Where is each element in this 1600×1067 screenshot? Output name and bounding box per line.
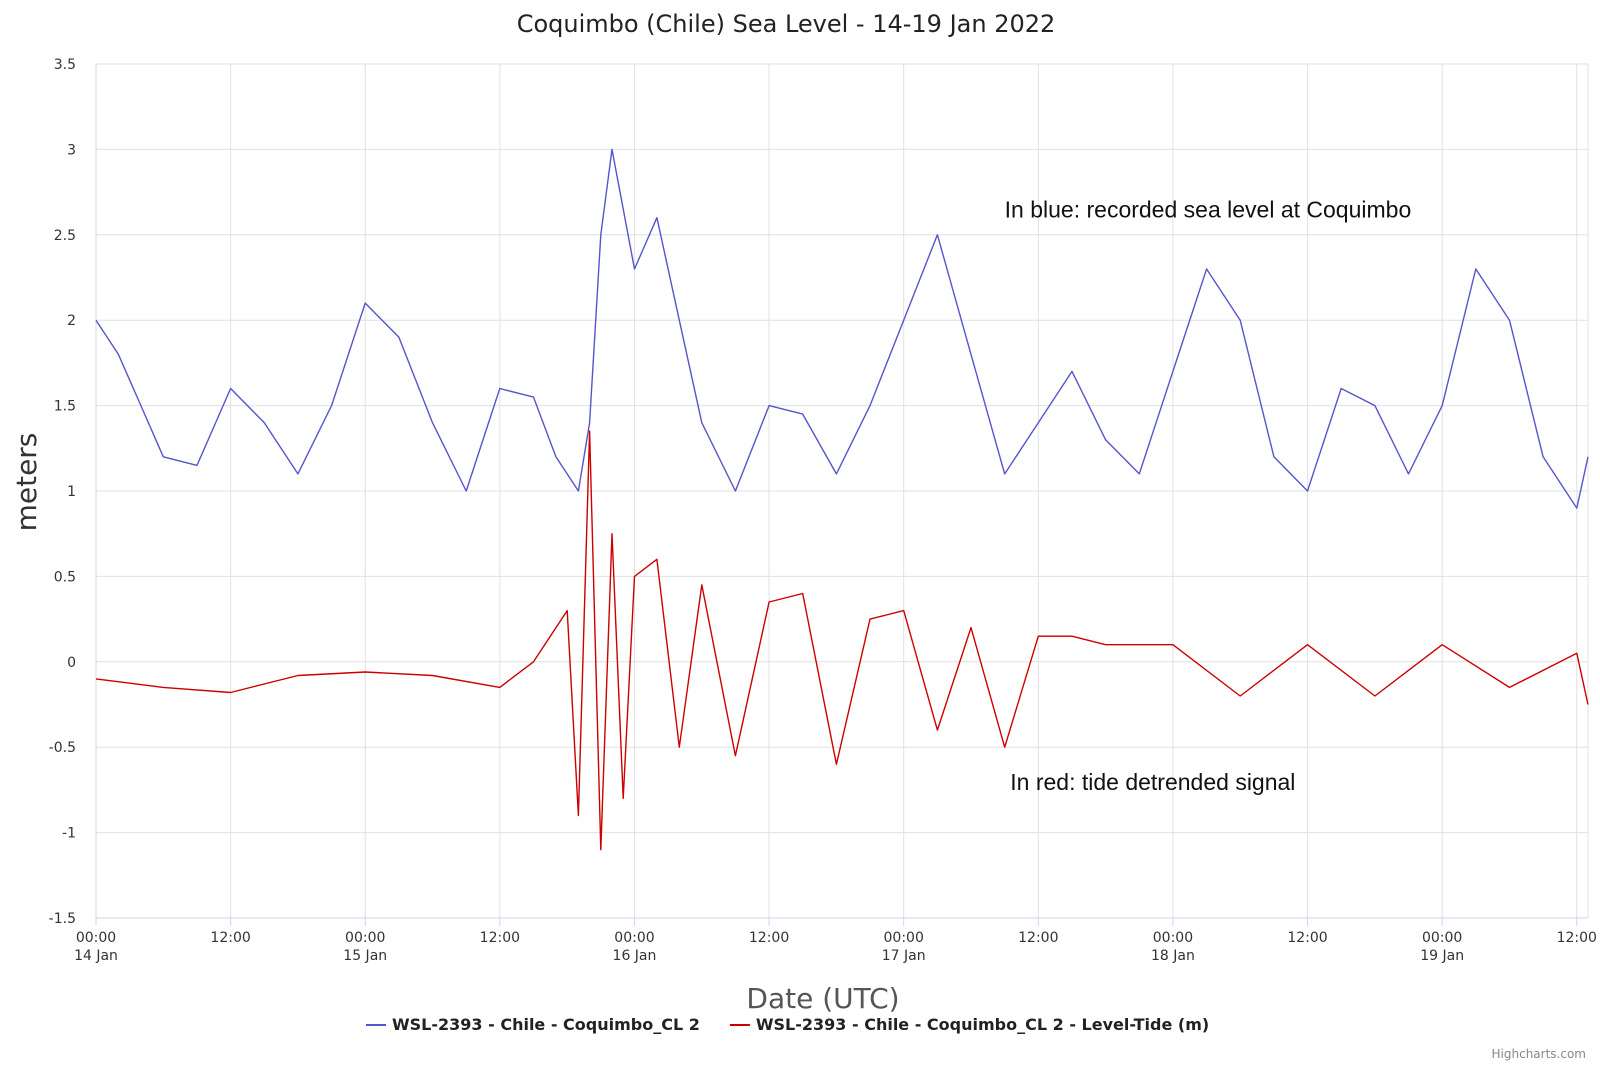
- x-tick-date: 17 Jan: [882, 948, 926, 964]
- legend[interactable]: WSL-2393 - Chile - Coquimbo_CL 2 WSL-2393…: [366, 1015, 1209, 1034]
- x-tick-time: 00:00: [884, 930, 924, 946]
- y-tick-label: -0.5: [49, 740, 76, 756]
- x-axis-ticks: 00:00 14 Jan 12:00 00:00 15 Jan 12:00 00:00 16 …: [74, 930, 1597, 964]
- x-tick-time: 12:00: [480, 930, 520, 946]
- x-tick-time: 00:00: [614, 930, 654, 946]
- x-tick-time: 12:00: [210, 930, 250, 946]
- annotations: In blue: recorded sea level at Coquimbo I…: [1005, 197, 1412, 795]
- y-tick-label: 0: [67, 655, 76, 671]
- legend-label: WSL-2393 - Chile - Coquimbo_CL 2: [392, 1015, 700, 1034]
- y-axis-ticks: 3.5 3 2.5 2 1.5 1 0.5 0 -0.5 -1 -1.5: [49, 57, 76, 927]
- legend-label: WSL-2393 - Chile - Coquimbo_CL 2 - Level…: [756, 1015, 1209, 1034]
- x-tick-date: 15 Jan: [343, 948, 387, 964]
- y-tick-label: -1.5: [49, 911, 76, 927]
- x-tick-date: 14 Jan: [74, 948, 118, 964]
- x-tick-time: 00:00: [1153, 930, 1193, 946]
- y-tick-label: 2: [67, 313, 76, 329]
- legend-item-1[interactable]: WSL-2393 - Chile - Coquimbo_CL 2: [366, 1015, 700, 1034]
- series-line-1: [95, 148, 1589, 509]
- legend-item-2[interactable]: WSL-2393 - Chile - Coquimbo_CL 2 - Level…: [729, 1015, 1209, 1034]
- x-tick-date: 18 Jan: [1151, 948, 1195, 964]
- credits-link[interactable]: Highcharts.com: [1492, 1047, 1586, 1061]
- x-tick-date: 19 Jan: [1420, 948, 1464, 964]
- annotation-1: In blue: recorded sea level at Coquimbo: [1005, 197, 1412, 223]
- y-tick-label: 2.5: [54, 228, 76, 244]
- y-tick-label: 3.5: [54, 57, 76, 73]
- x-tick-time: 12:00: [1287, 930, 1327, 946]
- x-tick-time: 00:00: [345, 930, 385, 946]
- y-axis-label: meters: [10, 433, 43, 532]
- x-axis-label: Date (UTC): [746, 982, 899, 1015]
- plot-area: [95, 148, 1589, 851]
- y-tick-label: 1.5: [54, 399, 76, 415]
- x-tick-time: 00:00: [76, 930, 116, 946]
- y-tick-label: 0.5: [54, 569, 76, 585]
- grid: [95, 63, 1589, 926]
- y-tick-label: -1: [62, 826, 76, 842]
- chart-title: Coquimbo (Chile) Sea Level - 14-19 Jan 2…: [517, 10, 1056, 38]
- y-tick-label: 1: [67, 484, 76, 500]
- x-tick-time: 00:00: [1422, 930, 1462, 946]
- series-line-2: [95, 430, 1589, 851]
- x-tick-time: 12:00: [1557, 930, 1597, 946]
- annotation-2: In red: tide detrended signal: [1010, 769, 1295, 795]
- x-tick-time: 12:00: [749, 930, 789, 946]
- x-tick-date: 16 Jan: [613, 948, 657, 964]
- y-tick-label: 3: [67, 142, 76, 158]
- x-tick-time: 12:00: [1018, 930, 1058, 946]
